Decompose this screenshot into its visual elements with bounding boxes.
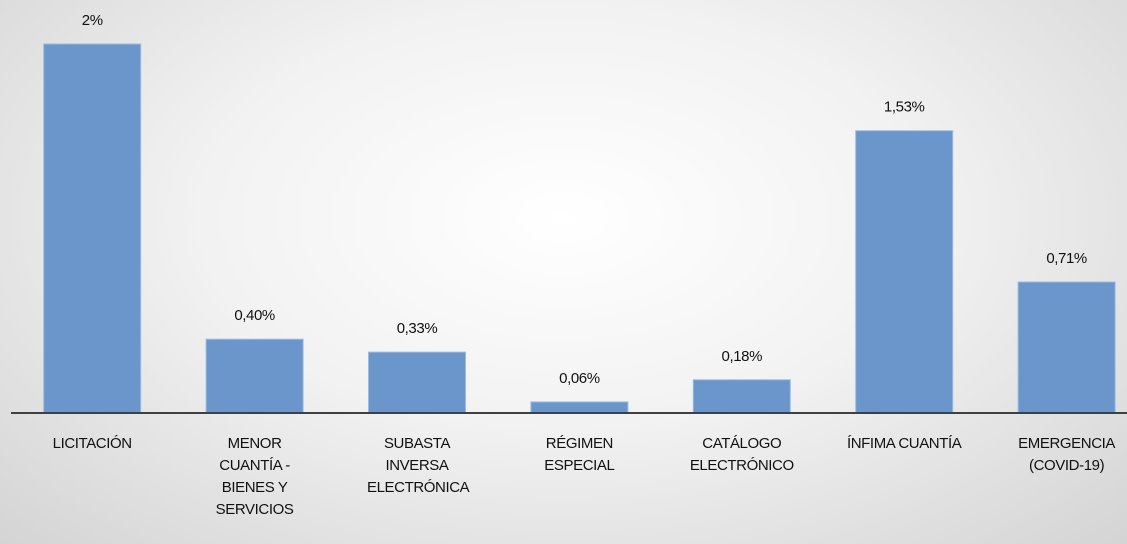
data-label: 1,53% [884, 99, 925, 116]
bar [855, 130, 954, 414]
x-tick-label: ÍNFIMA CUANTÍA [846, 435, 962, 452]
x-tick-label: CATÁLOGO ELECTRÓNICO [689, 435, 794, 474]
x-tick-label: EMERGENCIA (COVID-19) [1018, 435, 1116, 474]
data-label: 0,18% [722, 348, 763, 365]
x-tick-label: RÉGIMEN ESPECIAL [544, 435, 615, 474]
bar [368, 351, 466, 414]
bar [530, 401, 629, 414]
data-label: 0,40% [234, 307, 275, 324]
data-label: 0,33% [397, 320, 438, 337]
data-label: 0,06% [559, 370, 600, 387]
bar [205, 338, 304, 414]
data-label: 2% [82, 12, 103, 29]
data-label: 0,71% [1046, 250, 1087, 267]
x-tick-label: MENOR CUANTÍA - BIENES Y SERVICIOS [215, 435, 294, 518]
bar [1017, 281, 1116, 414]
bar [43, 43, 142, 414]
x-tick-label: LICITACIÓN [52, 435, 132, 452]
bar [692, 379, 791, 414]
x-tick-label: SUBASTA INVERSA ELECTRÓNICA [367, 435, 470, 496]
